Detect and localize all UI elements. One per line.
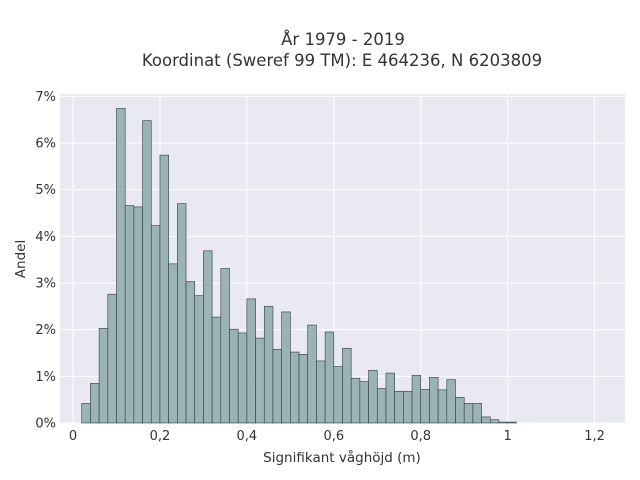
histogram-bar [316,360,326,424]
histogram-bar [455,397,465,424]
histogram-bar [463,403,474,424]
histogram-bar [403,390,413,424]
x-axis-label: Signifikant våghöjd (m) [263,449,421,466]
histogram-bar [263,306,274,424]
x-tick-label: 0,4 [237,429,258,444]
histogram-bar [368,369,378,424]
histogram-bar [211,316,222,424]
x-tick-label: 0 [69,429,77,444]
bars [81,108,517,424]
x-tick-label: 1 [504,429,512,444]
histogram-bar [194,295,204,424]
histogram-bar [429,376,439,424]
histogram-bar [359,381,369,424]
histogram-bar [411,375,422,424]
y-axis-label: Andel [13,240,29,278]
histogram-bar [481,416,491,424]
histogram-bar [342,348,352,424]
histogram-bar [237,332,248,424]
histogram-bar [281,311,291,424]
histogram-bar [177,203,187,424]
histogram-bar [168,263,178,424]
histogram-bar [489,419,500,424]
histogram-bar [350,377,361,424]
histogram-bar [107,293,117,424]
histogram-bar [446,379,456,424]
histogram-bar [255,337,265,424]
y-axis-ticks: 0% 1% 2% 3% 4% 5% 6% 7% [35,90,56,432]
y-tick-label: 5% [35,183,56,198]
x-tick-label: 0,6 [323,429,344,444]
histogram-bar [203,250,213,424]
histogram-bar [229,328,239,424]
histogram-bar [90,383,100,424]
histogram-bar [142,120,152,424]
histogram-bar [124,205,135,424]
histogram-bar [385,372,395,424]
histogram-bar [507,421,517,424]
histogram-bar [307,324,317,424]
y-tick-label: 2% [35,323,56,338]
histogram-bar [394,390,404,424]
histogram-bar [290,351,300,424]
y-tick-label: 3% [35,277,56,292]
y-tick-label: 0% [35,417,56,432]
chart-title: År 1979 - 2019 [281,30,405,49]
histogram-bar [272,348,282,424]
histogram-bar [376,388,387,424]
histogram-bar [246,298,256,424]
histogram-bar [420,389,430,424]
histogram-bar [498,421,508,424]
x-axis-ticks: 0 0,2 0,4 0,6 0,8 1 1,2 [69,429,605,444]
histogram-bar [133,206,143,424]
histogram-bar [220,268,230,424]
histogram-bar [150,225,161,424]
x-tick-label: 0,8 [410,429,431,444]
y-tick-label: 6% [35,137,56,152]
y-tick-label: 1% [35,370,56,385]
x-tick-label: 1,2 [584,429,605,444]
histogram-bar [81,403,91,424]
histogram-bar [98,327,109,424]
histogram-bar [298,354,309,424]
y-tick-label: 4% [35,230,56,245]
chart-subtitle: Koordinat (Sweref 99 TM): E 464236, N 62… [142,51,542,70]
x-tick-label: 0,2 [150,429,171,444]
y-tick-label: 7% [35,90,56,105]
histogram-bar [472,403,482,424]
histogram-bar [437,389,448,424]
histogram-bar [116,108,126,424]
histogram-bar [159,154,169,424]
histogram-bar [185,281,196,424]
histogram-bar [333,366,343,424]
histogram-bar [324,331,335,424]
